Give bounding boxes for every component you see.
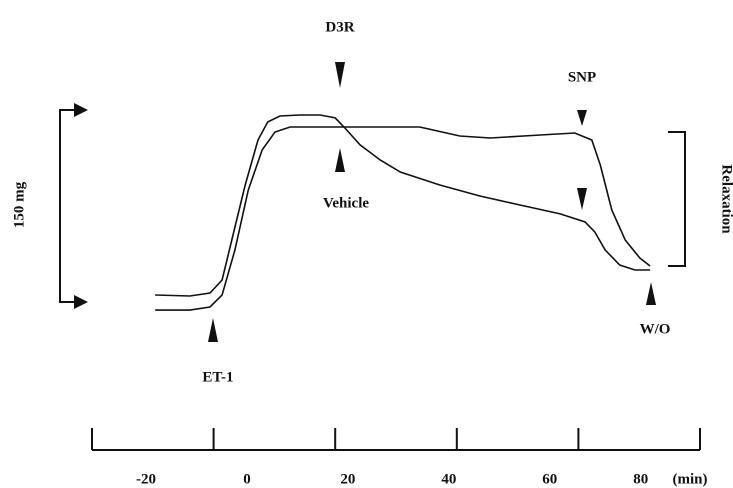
arrowhead (335, 148, 345, 172)
x-tick-label: 60 (542, 471, 557, 487)
annotation: ET-1 (202, 369, 233, 385)
arrowhead (74, 295, 88, 309)
arrowhead (74, 103, 88, 117)
arrowhead (646, 282, 656, 305)
x-tick-label: -20 (136, 471, 156, 487)
x-tick-label: 40 (441, 471, 456, 487)
annotation: SNP (568, 69, 596, 85)
annotation: W/O (640, 321, 671, 337)
annotation: Vehicle (323, 195, 369, 211)
bracket (668, 131, 686, 267)
x-tick-label: 20 (340, 471, 355, 487)
scale-bar (59, 109, 76, 303)
scale-label: 150 mg (11, 181, 27, 228)
trace (155, 126, 651, 311)
x-tick-label: 0 (243, 471, 251, 487)
x-tick-label: 80 (633, 471, 648, 487)
arrowhead (208, 318, 218, 342)
arrowhead (577, 110, 587, 126)
x-unit: (min) (673, 471, 708, 487)
arrowhead (335, 62, 345, 88)
trace (155, 114, 651, 297)
bracket-label: Relaxation (719, 164, 733, 234)
arrowhead (577, 188, 587, 210)
annotation: D3R (325, 19, 354, 35)
